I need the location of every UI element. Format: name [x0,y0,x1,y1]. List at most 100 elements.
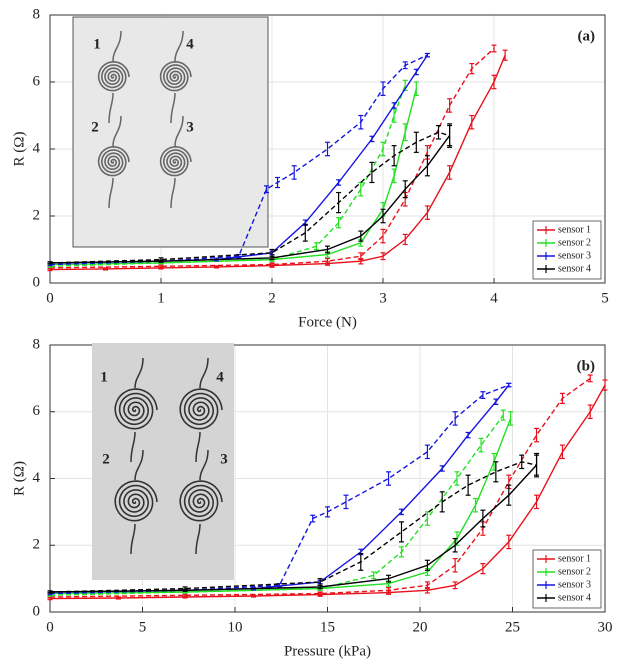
series-line [49,131,450,264]
inset-background [92,343,234,580]
error-bar [371,571,377,580]
error-bar [263,185,269,194]
error-bar [519,454,525,470]
error-bar [380,81,386,97]
error-bar [424,444,430,460]
inset-label: 2 [102,451,110,467]
y-tick-label: 2 [33,207,41,223]
error-bar [452,411,458,426]
error-bar [115,596,121,600]
inset-label: 1 [93,36,101,52]
sensor-spiral [97,145,130,177]
x-tick-label: 0 [46,619,54,635]
error-bar [491,44,497,53]
x-axis-label: Force (N) [298,314,357,330]
error-bar [424,205,430,220]
series-line [49,461,537,593]
error-bar [291,165,297,180]
sensor-wire [199,449,209,481]
inset-label: 3 [220,451,228,467]
inset-label: 2 [91,119,99,135]
error-bar [587,404,593,420]
legend-label: sensor 3 [558,250,591,261]
x-tick-label: 5 [601,290,609,306]
x-tick-label: 25 [505,619,520,635]
x-tick-label: 20 [413,619,428,635]
sensor-spiral [159,145,192,177]
sensor-wire [130,431,136,463]
error-bar [158,257,164,262]
x-tick-label: 2 [268,290,276,306]
error-bar [587,374,593,383]
error-bar [447,98,453,113]
x-tick-label: 15 [320,619,335,635]
sensor-wire [174,30,184,62]
y-tick-label: 2 [33,537,41,553]
error-bar [336,179,342,186]
error-bar [325,141,330,157]
error-bar [336,217,342,229]
inset-label: 4 [186,36,194,52]
y-tick-label: 8 [33,6,41,22]
error-bar [493,398,499,406]
legend-label: sensor 1 [558,553,591,564]
legend: sensor 1 sensor 2 sensor 3 sensor 4 [532,220,602,280]
error-bar [336,191,342,214]
error-bar [317,578,323,586]
legend-label: sensor 4 [558,263,591,274]
error-bar [473,497,478,513]
sensor-wire [174,115,184,147]
inset: 1 4 2 3 [72,16,269,248]
error-bar [275,176,281,189]
error-bar [447,165,453,180]
legend: sensor 1 sensor 2 sensor 3 sensor 4 [532,549,602,609]
error-bar [413,68,419,76]
error-bar [358,114,364,130]
series-line [49,384,510,595]
error-bar [559,392,565,405]
x-tick-label: 10 [228,619,243,635]
error-bar [413,131,419,153]
error-bar [478,437,484,453]
y-tick-label: 8 [33,336,41,352]
sensor-spiral [159,60,192,92]
error-bar [413,81,419,97]
inset-background [72,16,269,248]
sensor-wire [195,431,201,463]
error-bar [325,506,330,518]
error-bar [310,514,316,523]
error-bar [480,563,486,575]
legend-label: sensor 2 [558,566,591,577]
error-bar [386,587,392,594]
error-bar [559,444,565,460]
error-bar [182,593,188,597]
inset-label: 1 [100,369,108,385]
sensor-wire [199,357,209,389]
error-bar [358,230,364,242]
error-bar [399,521,404,543]
error-bar [386,471,392,486]
error-bar [469,114,475,130]
y-axis-label: R (Ω) [11,461,27,496]
x-tick-label: 1 [157,290,165,306]
error-bar [391,102,397,109]
error-bar [424,559,430,571]
error-bar [182,586,188,591]
error-bar [325,245,330,254]
y-tick-label: 6 [33,403,41,419]
error-bar [269,248,275,257]
error-bar [500,409,506,421]
error-bar [343,494,349,510]
series-line [49,47,495,269]
error-bar [454,471,460,486]
error-bar [469,62,475,75]
sensor-spiral [97,60,130,92]
y-tick-label: 0 [33,603,41,619]
error-bar [313,242,319,251]
error-bar [534,494,540,510]
error-bar [103,267,108,271]
series-line [49,384,606,600]
error-bar [465,474,471,496]
error-bar [424,581,430,590]
error-bar [391,168,397,184]
